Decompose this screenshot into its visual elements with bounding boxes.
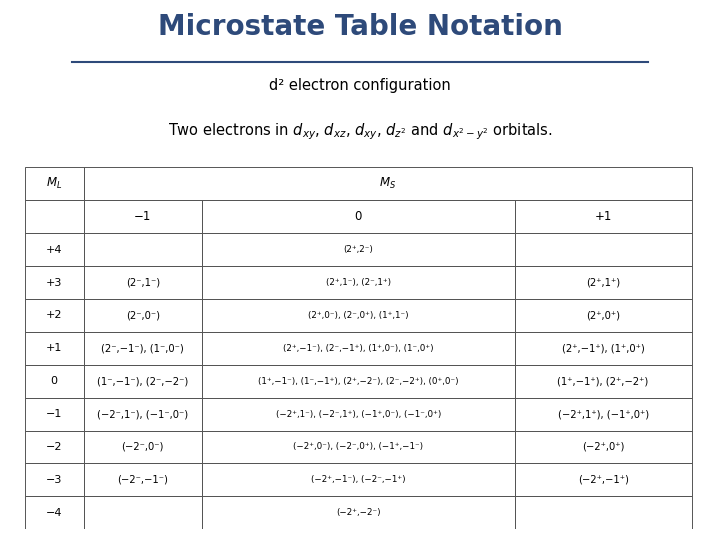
Bar bbox=[84, 496, 202, 529]
Bar bbox=[202, 332, 515, 365]
Text: (2⁺,−1⁻), (2⁻,−1⁺), (1⁺,0⁻), (1⁻,0⁺): (2⁺,−1⁻), (2⁻,−1⁺), (1⁺,0⁻), (1⁻,0⁺) bbox=[283, 344, 433, 353]
Text: (2⁺,0⁻), (2⁻,0⁺), (1⁺,1⁻): (2⁺,0⁻), (2⁻,0⁺), (1⁺,1⁻) bbox=[308, 311, 408, 320]
Bar bbox=[515, 233, 692, 266]
Text: (−2⁻,0⁻): (−2⁻,0⁻) bbox=[122, 442, 164, 452]
Text: (−2⁺,−1⁻), (−2⁻,−1⁺): (−2⁺,−1⁻), (−2⁻,−1⁺) bbox=[311, 475, 405, 484]
Text: −2: −2 bbox=[46, 442, 63, 452]
Bar bbox=[24, 167, 84, 200]
Text: 0: 0 bbox=[354, 210, 362, 223]
Bar bbox=[515, 332, 692, 365]
Bar bbox=[24, 496, 84, 529]
Text: (2⁻,−1⁻), (1⁻,0⁻): (2⁻,−1⁻), (1⁻,0⁻) bbox=[102, 343, 184, 353]
Text: +1: +1 bbox=[595, 210, 612, 223]
Text: −3: −3 bbox=[46, 475, 63, 485]
Bar bbox=[202, 233, 515, 266]
Bar bbox=[84, 299, 202, 332]
Bar bbox=[202, 430, 515, 463]
Text: $M_L$: $M_L$ bbox=[46, 176, 63, 191]
Bar bbox=[202, 463, 515, 496]
Bar bbox=[24, 332, 84, 365]
Text: (2⁺,2⁻): (2⁺,2⁻) bbox=[343, 245, 373, 254]
Bar bbox=[84, 364, 202, 397]
Bar bbox=[24, 233, 84, 266]
Bar bbox=[202, 266, 515, 299]
Bar bbox=[202, 299, 515, 332]
Text: d² electron configuration: d² electron configuration bbox=[269, 78, 451, 93]
Bar bbox=[24, 266, 84, 299]
Text: Two electrons in $d_{xy}$, $d_{xz}$, $d_{xy}$, $d_{z^2}$ and $d_{x^2-y^2}$ orbit: Two electrons in $d_{xy}$, $d_{xz}$, $d_… bbox=[168, 122, 552, 142]
Text: (2⁻,1⁻): (2⁻,1⁻) bbox=[126, 278, 160, 287]
Bar bbox=[515, 200, 692, 233]
Text: −1: −1 bbox=[46, 409, 63, 419]
Text: (2⁺,1⁻), (2⁻,1⁺): (2⁺,1⁻), (2⁻,1⁺) bbox=[325, 278, 391, 287]
Bar bbox=[24, 430, 84, 463]
Text: (2⁺,−1⁺), (1⁺,0⁺): (2⁺,−1⁺), (1⁺,0⁺) bbox=[562, 343, 644, 353]
Text: +1: +1 bbox=[46, 343, 63, 353]
Bar bbox=[202, 364, 515, 397]
Text: $M_S$: $M_S$ bbox=[379, 176, 396, 191]
Text: (1⁻,−1⁻), (2⁻,−2⁻): (1⁻,−1⁻), (2⁻,−2⁻) bbox=[97, 376, 189, 386]
Bar bbox=[84, 463, 202, 496]
Bar bbox=[84, 397, 202, 430]
Text: (−2⁻,1⁻), (−1⁻,0⁻): (−2⁻,1⁻), (−1⁻,0⁻) bbox=[97, 409, 189, 419]
Text: +4: +4 bbox=[46, 245, 63, 255]
Bar bbox=[515, 364, 692, 397]
Text: (−2⁺,1⁻), (−2⁻,1⁺), (−1⁺,0⁻), (−1⁻,0⁺): (−2⁺,1⁻), (−2⁻,1⁺), (−1⁺,0⁻), (−1⁻,0⁺) bbox=[276, 409, 441, 418]
Text: (2⁺,0⁺): (2⁺,0⁺) bbox=[586, 310, 620, 320]
Bar bbox=[84, 332, 202, 365]
Bar bbox=[84, 430, 202, 463]
Text: (1⁺,−1⁺), (2⁺,−2⁺): (1⁺,−1⁺), (2⁺,−2⁺) bbox=[557, 376, 649, 386]
Text: (−2⁺,0⁺): (−2⁺,0⁺) bbox=[582, 442, 624, 452]
Bar bbox=[515, 299, 692, 332]
Bar bbox=[515, 496, 692, 529]
Bar bbox=[24, 299, 84, 332]
Bar bbox=[84, 266, 202, 299]
Text: 0: 0 bbox=[50, 376, 58, 386]
Bar bbox=[202, 496, 515, 529]
Text: (2⁻,0⁻): (2⁻,0⁻) bbox=[126, 310, 160, 320]
Text: (−2⁺,0⁻), (−2⁻,0⁺), (−1⁺,−1⁻): (−2⁺,0⁻), (−2⁻,0⁺), (−1⁺,−1⁻) bbox=[293, 442, 423, 451]
Bar bbox=[202, 397, 515, 430]
Bar bbox=[202, 200, 515, 233]
Bar bbox=[515, 266, 692, 299]
Bar bbox=[24, 364, 84, 397]
Bar bbox=[515, 397, 692, 430]
Text: (2⁺,1⁺): (2⁺,1⁺) bbox=[586, 278, 620, 287]
Text: +3: +3 bbox=[46, 278, 63, 287]
Text: (−2⁺,−1⁺): (−2⁺,−1⁺) bbox=[577, 475, 629, 485]
Bar bbox=[515, 430, 692, 463]
Text: −4: −4 bbox=[46, 508, 63, 518]
Bar bbox=[84, 233, 202, 266]
Text: (1⁺,−1⁻), (1⁻,−1⁺), (2⁺,−2⁻), (2⁻,−2⁺), (0⁺,0⁻): (1⁺,−1⁻), (1⁻,−1⁺), (2⁺,−2⁻), (2⁻,−2⁺), … bbox=[258, 377, 459, 386]
Bar bbox=[24, 463, 84, 496]
Text: −1: −1 bbox=[134, 210, 151, 223]
Text: (−2⁻,−1⁻): (−2⁻,−1⁻) bbox=[117, 475, 168, 485]
Bar bbox=[24, 200, 84, 233]
Text: (−2⁺,−2⁻): (−2⁺,−2⁻) bbox=[336, 508, 380, 517]
Text: Microstate Table Notation: Microstate Table Notation bbox=[158, 13, 562, 41]
Text: (−2⁺,1⁺), (−1⁺,0⁺): (−2⁺,1⁺), (−1⁺,0⁺) bbox=[557, 409, 649, 419]
Text: +2: +2 bbox=[46, 310, 63, 320]
Bar bbox=[84, 167, 692, 200]
Bar bbox=[84, 200, 202, 233]
Bar bbox=[24, 397, 84, 430]
Bar bbox=[515, 463, 692, 496]
